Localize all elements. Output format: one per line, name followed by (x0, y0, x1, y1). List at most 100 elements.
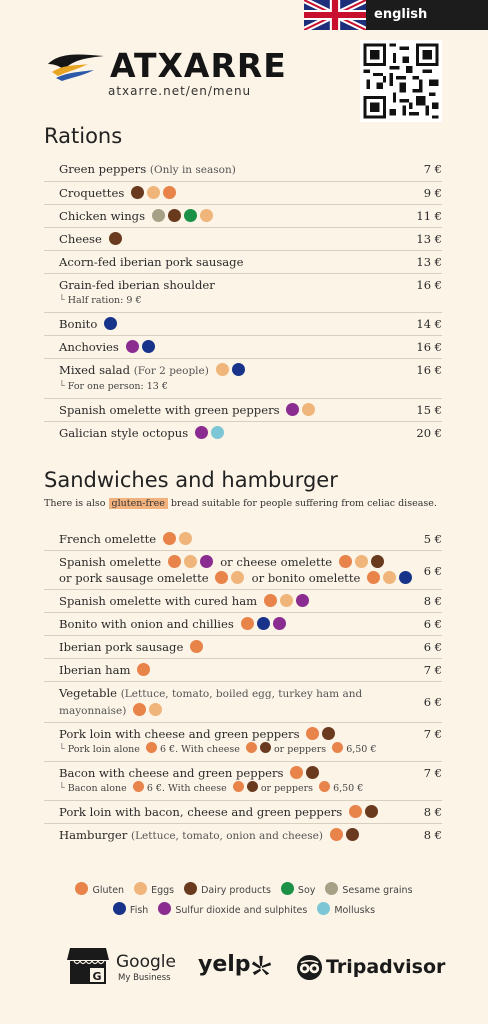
item-price: 20 € (416, 426, 442, 440)
google-my-business-link[interactable]: G Google My Business (66, 946, 186, 986)
gluten-icon (263, 594, 277, 607)
mollusks-icon (317, 902, 331, 915)
item-price: 8 € (423, 805, 442, 819)
eggs-icon (134, 882, 148, 895)
menu-item: Croquettes 9 € (44, 182, 442, 205)
item-price: 6 € (423, 695, 442, 709)
item-price: 6 € (423, 617, 442, 631)
item-subnote: └ Half ration: 9 € (59, 295, 142, 306)
legend-item-sesame: Sesame grains (325, 882, 413, 896)
sulfur-icon (286, 403, 300, 416)
gluten-free-highlight: gluten-free (108, 498, 168, 509)
uk-flag-icon (304, 0, 366, 30)
dairy-icon (108, 232, 122, 245)
dairy-icon (184, 882, 198, 895)
gluten-icon (145, 742, 157, 753)
sulfur-icon (158, 902, 172, 915)
dairy-icon (345, 828, 359, 841)
gluten-free-note: There is also gluten-free bread suitable… (44, 498, 437, 509)
legend-item-eggs: Eggs (134, 882, 174, 896)
tripadvisor-owl-icon (296, 954, 323, 981)
menu-item: Bonito with onion and chillies 6 € (44, 613, 442, 636)
gluten-icon (319, 781, 331, 792)
dairy-icon (370, 555, 384, 568)
rations-list: Green peppers (Only in season) 7 € Croque… (44, 158, 442, 444)
eggs-icon (231, 571, 245, 584)
item-price: 5 € (423, 532, 442, 546)
gluten-icon (367, 571, 381, 584)
svg-text:G: G (92, 970, 101, 983)
sulfur-icon (272, 617, 286, 630)
google-my-business-icon: G (67, 948, 109, 984)
gluten-icon (133, 703, 146, 716)
menu-item: Green peppers (Only in season) 7 € (44, 158, 442, 182)
legend-item-mollusks: Mollusks (317, 902, 375, 916)
eggs-icon (215, 363, 229, 376)
eggs-icon (149, 703, 162, 716)
menu-item: Cheese 13 € (44, 228, 442, 251)
gluten-icon (332, 742, 344, 753)
gluten-icon (329, 828, 343, 841)
dairy-icon (246, 781, 258, 792)
gluten-icon (290, 766, 304, 779)
item-name: Grain-fed iberian shoulder (59, 278, 215, 292)
menu-item: 6 € Vegetable (Lettuce, tomato, boiled e… (44, 682, 442, 723)
fish-icon (231, 363, 245, 376)
item-price: 8 € (423, 594, 442, 608)
item-price: 7 € (423, 162, 442, 176)
dairy-icon (130, 186, 144, 199)
menu-url[interactable]: atxarre.net/en/menu (108, 84, 252, 98)
tripadvisor-link[interactable]: Tripadvisor (296, 954, 445, 984)
gluten-icon (245, 742, 257, 753)
item-price: 13 € (416, 232, 442, 246)
menu-item: Spanish omelette with green peppers 15 € (44, 399, 442, 422)
language-selector[interactable]: english (304, 0, 488, 30)
item-price: 8 € (423, 828, 442, 842)
gluten-icon (306, 727, 320, 740)
gluten-icon (162, 186, 176, 199)
dairy-icon (167, 209, 181, 222)
sulfur-icon (194, 426, 208, 439)
yelp-link[interactable]: yelp (198, 952, 274, 982)
gluten-icon (75, 882, 89, 895)
dairy-icon (364, 805, 378, 818)
legend-item-fish: Fish (112, 902, 148, 916)
item-price: 7 € (423, 766, 442, 780)
eggs-icon (146, 186, 160, 199)
menu-item: 7 € Bacon with cheese and green peppers … (44, 762, 442, 801)
eggs-icon (279, 594, 293, 607)
gluten-icon (240, 617, 254, 630)
gluten-icon (162, 532, 176, 545)
menu-item: Galician style octopus 20 € (44, 422, 442, 444)
item-name: Acorn-fed iberian pork sausage (59, 255, 244, 269)
dairy-icon (259, 742, 271, 753)
eggs-icon (183, 555, 197, 568)
gluten-icon (338, 555, 352, 568)
item-name: Mixed salad (59, 363, 130, 377)
yelp-burst-icon (251, 955, 272, 976)
item-subnote: └ For one person: 13 € (59, 381, 168, 392)
sandwiches-heading: Sandwiches and hamburger (44, 468, 338, 492)
eggs-icon (178, 532, 192, 545)
gluten-icon (215, 571, 229, 584)
menu-item: Grain-fed iberian shoulder 16 € └ Half ra… (44, 274, 442, 313)
menu-item: 7 € Pork loin with cheese and green pepp… (44, 723, 442, 762)
legend-item-sulfur: Sulfur dioxide and sulphites (158, 902, 307, 916)
item-name: Bonito (59, 317, 98, 331)
item-price: 14 € (416, 317, 442, 331)
allergen-legend: Gluten Eggs Dairy products Soy Sesame grains (0, 882, 488, 896)
gluten-icon (190, 640, 203, 653)
menu-item: 6 € Spanish omelette or cheese omelette … (44, 551, 442, 590)
qr-code-icon[interactable] (360, 40, 442, 122)
item-price: 9 € (423, 186, 442, 200)
soy-icon (183, 209, 197, 222)
menu-item: Acorn-fed iberian pork sausage 13 € (44, 251, 442, 274)
eggs-icon (199, 209, 213, 222)
legend-item-soy: Soy (280, 882, 315, 896)
sulfur-icon (125, 340, 139, 353)
menu-item: Pork loin with bacon, cheese and green p… (44, 801, 442, 824)
language-label: english (374, 7, 428, 22)
fish-icon (141, 340, 155, 353)
item-price: 11 € (416, 209, 442, 223)
item-price: 16 € (416, 340, 442, 354)
